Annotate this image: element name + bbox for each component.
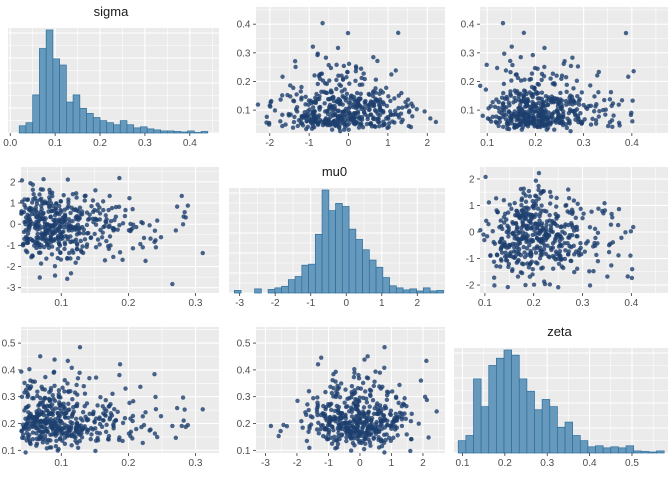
svg-text:-3: -3: [261, 458, 270, 469]
svg-text:2: 2: [425, 138, 431, 149]
svg-text:0.1: 0.1: [237, 446, 251, 457]
svg-text:1: 1: [10, 199, 16, 210]
svg-text:2: 2: [420, 458, 426, 469]
panel-mu0-histogram: mu0 -3 -2 -1 0 1 2: [222, 160, 447, 320]
svg-text:0.4: 0.4: [625, 138, 639, 149]
scatter-zeta-vs-sigma-canvas: 0.1 0.2 0.3 0.1 0.2 0.3 0.4 0.5: [2, 327, 219, 469]
svg-text:0.4: 0.4: [237, 20, 251, 31]
svg-text:0.5: 0.5: [625, 458, 639, 469]
svg-text:0.3: 0.3: [577, 138, 591, 149]
svg-text:0: 0: [343, 298, 349, 309]
svg-text:-3: -3: [235, 298, 244, 309]
zeta-histogram-canvas: 0.1 0.2 0.3 0.4 0.5: [454, 348, 668, 469]
svg-text:0: 0: [357, 458, 363, 469]
svg-text:1: 1: [469, 201, 475, 212]
sigma-histogram-canvas: 0.0 0.1 0.2 0.3 0.4: [3, 28, 219, 149]
svg-text:0.3: 0.3: [237, 48, 251, 59]
svg-text:-1: -1: [7, 241, 16, 252]
svg-text:0.4: 0.4: [624, 298, 638, 309]
svg-text:1: 1: [389, 458, 395, 469]
svg-text:0.1: 0.1: [48, 138, 62, 149]
svg-text:0: 0: [10, 220, 16, 231]
svg-text:0.1: 0.1: [54, 298, 68, 309]
svg-text:-1: -1: [305, 138, 314, 149]
svg-text:0.3: 0.3: [237, 392, 251, 403]
panel-scatter-sigma-vs-mu0: -2 -1 0 1 2 0.1 0.2 0.3 0.4: [222, 0, 447, 160]
mu0-histogram-canvas: -3 -2 -1 0 1 2: [229, 188, 445, 309]
svg-text:0.1: 0.1: [54, 458, 68, 469]
scatter-mu0-vs-sigma-canvas: 0.1 0.2 0.3 -3 -2 -1 0 1 2: [7, 167, 219, 309]
svg-text:0.2: 0.2: [237, 419, 251, 430]
svg-text:0.4: 0.4: [461, 20, 475, 31]
svg-text:-2: -2: [265, 138, 274, 149]
scatter-sigma-vs-mu0-canvas: -2 -1 0 1 2 0.1 0.2 0.3 0.4: [237, 7, 445, 149]
svg-text:0.3: 0.3: [189, 298, 203, 309]
svg-text:0.1: 0.1: [478, 298, 492, 309]
svg-text:2: 2: [415, 298, 421, 309]
svg-text:0.4: 0.4: [183, 138, 197, 149]
panel-sigma-histogram: sigma 0.0 0.1 0.2 0.3 0.4: [0, 0, 222, 160]
scatter-sigma-vs-zeta-canvas: 0.1 0.2 0.3 0.4 0.1 0.2 0.3 0.4: [461, 7, 668, 149]
svg-text:2: 2: [469, 174, 475, 185]
svg-text:0.2: 0.2: [237, 77, 251, 88]
svg-text:0.4: 0.4: [237, 365, 251, 376]
svg-text:0.1: 0.1: [480, 138, 494, 149]
svg-text:0.3: 0.3: [576, 298, 590, 309]
svg-text:0.3: 0.3: [138, 138, 152, 149]
svg-text:0.3: 0.3: [2, 392, 16, 403]
svg-text:-2: -2: [292, 458, 301, 469]
svg-text:0.3: 0.3: [461, 48, 475, 59]
panel-scatter-zeta-vs-sigma: 0.1 0.2 0.3 0.1 0.2 0.3 0.4 0.5: [0, 320, 222, 480]
svg-text:0.4: 0.4: [583, 458, 597, 469]
svg-text:0.3: 0.3: [540, 458, 554, 469]
svg-text:0.0: 0.0: [3, 138, 17, 149]
scatter-mu0-vs-zeta-canvas: 0.1 0.2 0.3 0.4 -2 -1 0 1 2: [466, 167, 668, 309]
svg-text:0.2: 0.2: [528, 138, 542, 149]
panel-scatter-mu0-vs-zeta: 0.1 0.2 0.3 0.4 -2 -1 0 1 2: [447, 160, 672, 320]
svg-text:0.1: 0.1: [2, 446, 16, 457]
panel-zeta-histogram: zeta 0.1 0.2 0.3 0.4 0.5: [447, 320, 672, 480]
svg-text:-3: -3: [7, 283, 16, 294]
svg-text:0.3: 0.3: [189, 458, 203, 469]
svg-text:0.2: 0.2: [121, 298, 135, 309]
svg-text:0: 0: [469, 227, 475, 238]
svg-text:-1: -1: [324, 458, 333, 469]
svg-text:1: 1: [385, 138, 391, 149]
svg-text:0.4: 0.4: [2, 365, 16, 376]
svg-text:-1: -1: [306, 298, 315, 309]
svg-text:0.2: 0.2: [527, 298, 541, 309]
svg-text:0.1: 0.1: [237, 106, 251, 117]
svg-text:0: 0: [346, 138, 352, 149]
svg-text:0.1: 0.1: [456, 458, 470, 469]
svg-text:0.2: 0.2: [121, 458, 135, 469]
panel-scatter-mu0-vs-sigma: 0.1 0.2 0.3 -3 -2 -1 0 1 2: [0, 160, 222, 320]
scatter-zeta-vs-mu0-canvas: -3 -2 -1 0 1 2 0.1 0.2 0.3 0.4 0.5: [237, 327, 445, 469]
svg-text:2: 2: [10, 177, 16, 188]
svg-text:0.5: 0.5: [2, 339, 16, 350]
svg-text:0.2: 0.2: [461, 77, 475, 88]
panel-scatter-zeta-vs-mu0: -3 -2 -1 0 1 2 0.1 0.2 0.3 0.4 0.5: [222, 320, 447, 480]
svg-text:-2: -2: [271, 298, 280, 309]
svg-text:1: 1: [379, 298, 385, 309]
panel-scatter-sigma-vs-zeta: 0.1 0.2 0.3 0.4 0.1 0.2 0.3 0.4: [447, 0, 672, 160]
svg-text:0.2: 0.2: [93, 138, 107, 149]
svg-text:-1: -1: [466, 254, 475, 265]
svg-text:0.2: 0.2: [498, 458, 512, 469]
svg-text:0.5: 0.5: [237, 339, 251, 350]
svg-text:-2: -2: [466, 281, 475, 292]
svg-text:0.1: 0.1: [461, 106, 475, 117]
svg-text:0.2: 0.2: [2, 419, 16, 430]
svg-text:-2: -2: [7, 262, 16, 273]
